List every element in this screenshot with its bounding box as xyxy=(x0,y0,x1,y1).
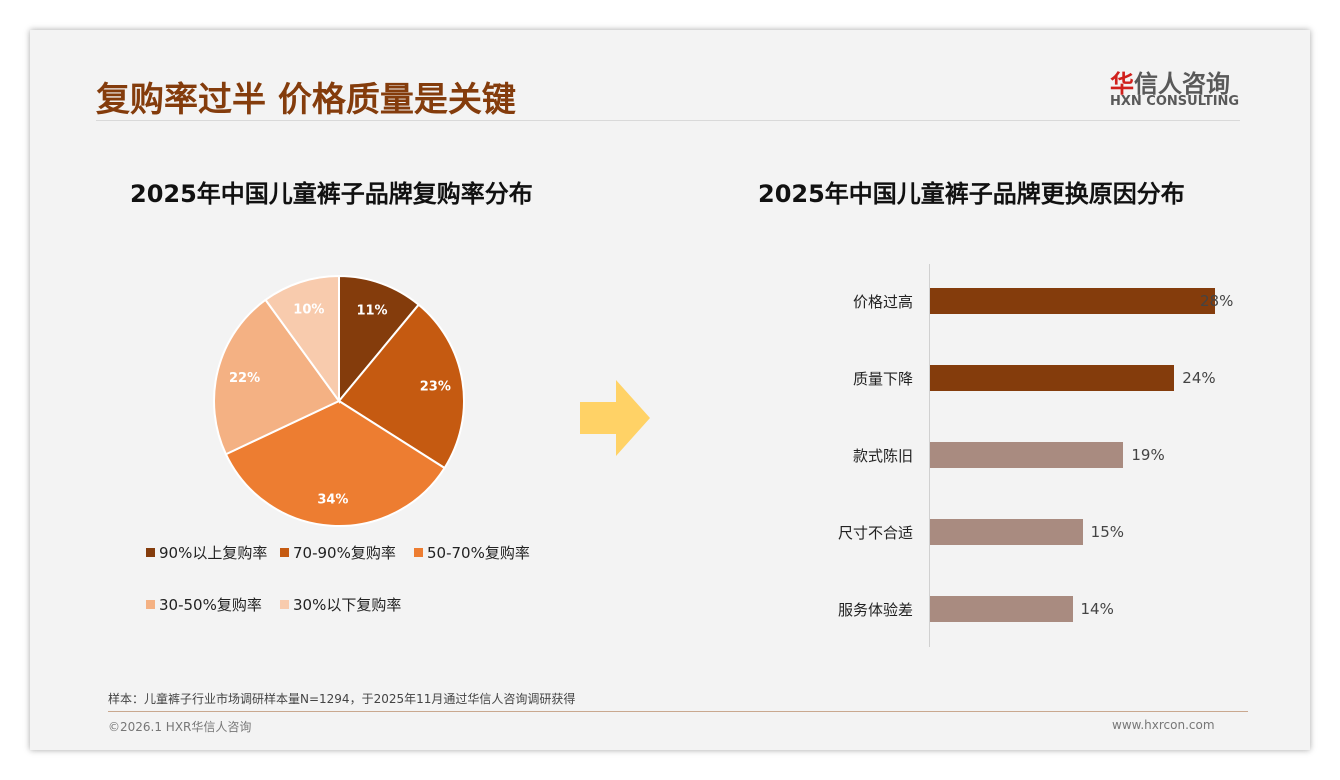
logo: 华信人咨询 xyxy=(1110,64,1230,99)
pie-data-label: 10% xyxy=(293,302,324,317)
page-title: 复购率过半 价格质量是关键 xyxy=(96,80,516,120)
logo-text: 信人咨询 xyxy=(1134,70,1230,98)
legend-item: 90%以上复购率 xyxy=(146,542,267,563)
bar-value-label: 28% xyxy=(1200,292,1234,310)
pie-chart-title: 2025年中国儿童裤子品牌复购率分布 xyxy=(130,180,533,208)
bar-category-label: 服务体验差 xyxy=(837,601,913,619)
legend-swatch xyxy=(280,600,289,609)
pie-data-label: 11% xyxy=(356,303,387,318)
legend-label: 30%以下复购率 xyxy=(293,596,402,614)
sample-note: 样本：儿童裤子行业市场调研样本量N=1294，于2025年11月通过华信人咨询调… xyxy=(108,692,576,706)
bar-chart-title: 2025年中国儿童裤子品牌更换原因分布 xyxy=(758,180,1185,208)
bar xyxy=(930,365,1175,391)
pie-slice xyxy=(338,274,421,404)
legend-item: 70-90%复购率 xyxy=(280,542,396,563)
pie-data-label: 22% xyxy=(229,371,260,386)
legend-item: 50-70%复购率 xyxy=(414,542,530,563)
legend-label: 70-90%复购率 xyxy=(293,544,396,562)
legend-label: 30-50%复购率 xyxy=(159,596,262,614)
pie-slice xyxy=(337,303,465,470)
website: www.hxrcon.com xyxy=(1112,718,1215,732)
footer-divider xyxy=(108,711,1248,712)
pie-chart: 11% 23% 34% 22% 10% xyxy=(213,274,465,527)
legend-swatch xyxy=(146,600,155,609)
bar xyxy=(930,442,1124,468)
copyright: ©2026.1 HXR华信人咨询 xyxy=(108,720,252,734)
bar-category-label: 质量下降 xyxy=(852,370,913,388)
slide: 复购率过半 价格质量是关键 华信人咨询 HXN CONSULTING 2025年… xyxy=(30,30,1310,750)
bar-value-label: 14% xyxy=(1080,600,1114,618)
bar xyxy=(930,288,1215,314)
logo-mark: 华 xyxy=(1110,70,1134,98)
legend-swatch xyxy=(280,548,289,557)
legend-label: 90%以上复购率 xyxy=(159,544,268,562)
bar-axis xyxy=(929,264,930,647)
bar xyxy=(930,596,1073,622)
bar-category-label: 价格过高 xyxy=(852,293,913,311)
legend-item: 30-50%复购率 xyxy=(146,594,262,615)
bar-value-label: 15% xyxy=(1090,523,1125,541)
bar-value-label: 19% xyxy=(1131,446,1165,464)
legend-item: 30%以下复购率 xyxy=(280,594,401,615)
pie-slice xyxy=(213,298,341,456)
pie-data-label: 23% xyxy=(420,380,451,395)
bar-category-label: 款式陈旧 xyxy=(852,447,913,465)
bar-category-label: 尺寸不合适 xyxy=(837,524,913,542)
pie-slice xyxy=(224,399,446,527)
legend-label: 50-70%复购率 xyxy=(427,544,530,562)
legend-swatch xyxy=(414,548,423,557)
bar xyxy=(930,519,1083,545)
title-divider xyxy=(96,120,1240,121)
legend-swatch xyxy=(146,548,155,557)
pie-data-label: 34% xyxy=(317,492,348,507)
arrow-right-icon xyxy=(580,380,650,456)
pie-slice xyxy=(264,274,340,405)
logo-subtitle: HXN CONSULTING xyxy=(1110,94,1240,109)
bar-value-label: 24% xyxy=(1182,369,1216,387)
